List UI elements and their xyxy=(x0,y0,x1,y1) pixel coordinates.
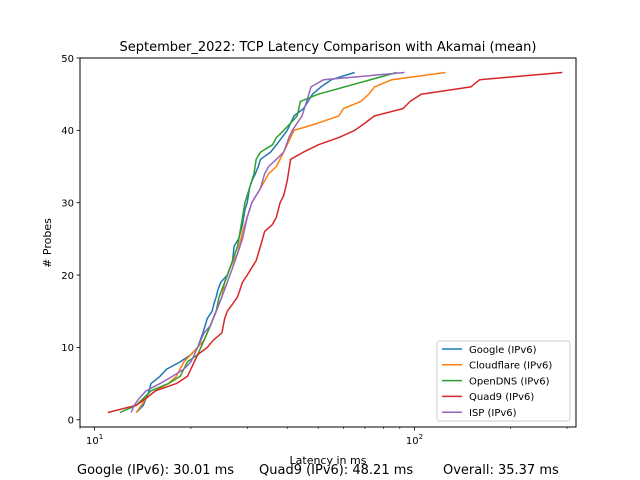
legend-label-0: Google (IPv6) xyxy=(469,345,537,356)
footer-overall-mean: Overall: 35.37 ms xyxy=(443,463,559,478)
series-line-2 xyxy=(119,71,397,414)
legend-label-1: Cloudflare (IPv6) xyxy=(469,361,552,372)
legend: Google (IPv6) Cloudflare (IPv6) OpenDNS (I… xyxy=(436,340,571,422)
axis-ticks: 0 10 20 30 40 50 101 102 xyxy=(61,54,568,447)
plot-area xyxy=(107,71,563,414)
x-tick-label-1: 102 xyxy=(406,433,423,447)
y-tick-label-1: 10 xyxy=(61,343,74,354)
y-axis-label: # Probes xyxy=(41,218,54,268)
y-tick-label-5: 50 xyxy=(61,54,74,65)
axes-frame xyxy=(79,57,577,428)
legend-label-4: ISP (IPv6) xyxy=(469,408,517,419)
y-tick-label-4: 40 xyxy=(61,126,74,137)
legend-label-2: OpenDNS (IPv6) xyxy=(469,376,550,387)
x-axis-label: Latency in ms xyxy=(290,454,367,467)
y-tick-label-3: 30 xyxy=(61,199,74,210)
legend-label-3: Quad9 (IPv6) xyxy=(469,392,534,403)
footer-quad9-mean: Quad9 (IPv6): 48.21 ms xyxy=(259,463,414,478)
x-tick-label-0: 101 xyxy=(86,433,103,447)
chart-title: September_2022: TCP Latency Comparison w… xyxy=(120,40,537,55)
y-tick-label-2: 20 xyxy=(61,271,74,282)
series-line-4 xyxy=(130,71,405,413)
series-line-3 xyxy=(107,71,563,414)
footer-google-mean: Google (IPv6): 30.01 ms xyxy=(77,463,235,478)
y-tick-label-0: 0 xyxy=(68,416,74,427)
summary-footer: Google (IPv6): 30.01 ms Quad9 (IPv6): 48… xyxy=(0,463,640,480)
legend-box xyxy=(436,340,571,422)
